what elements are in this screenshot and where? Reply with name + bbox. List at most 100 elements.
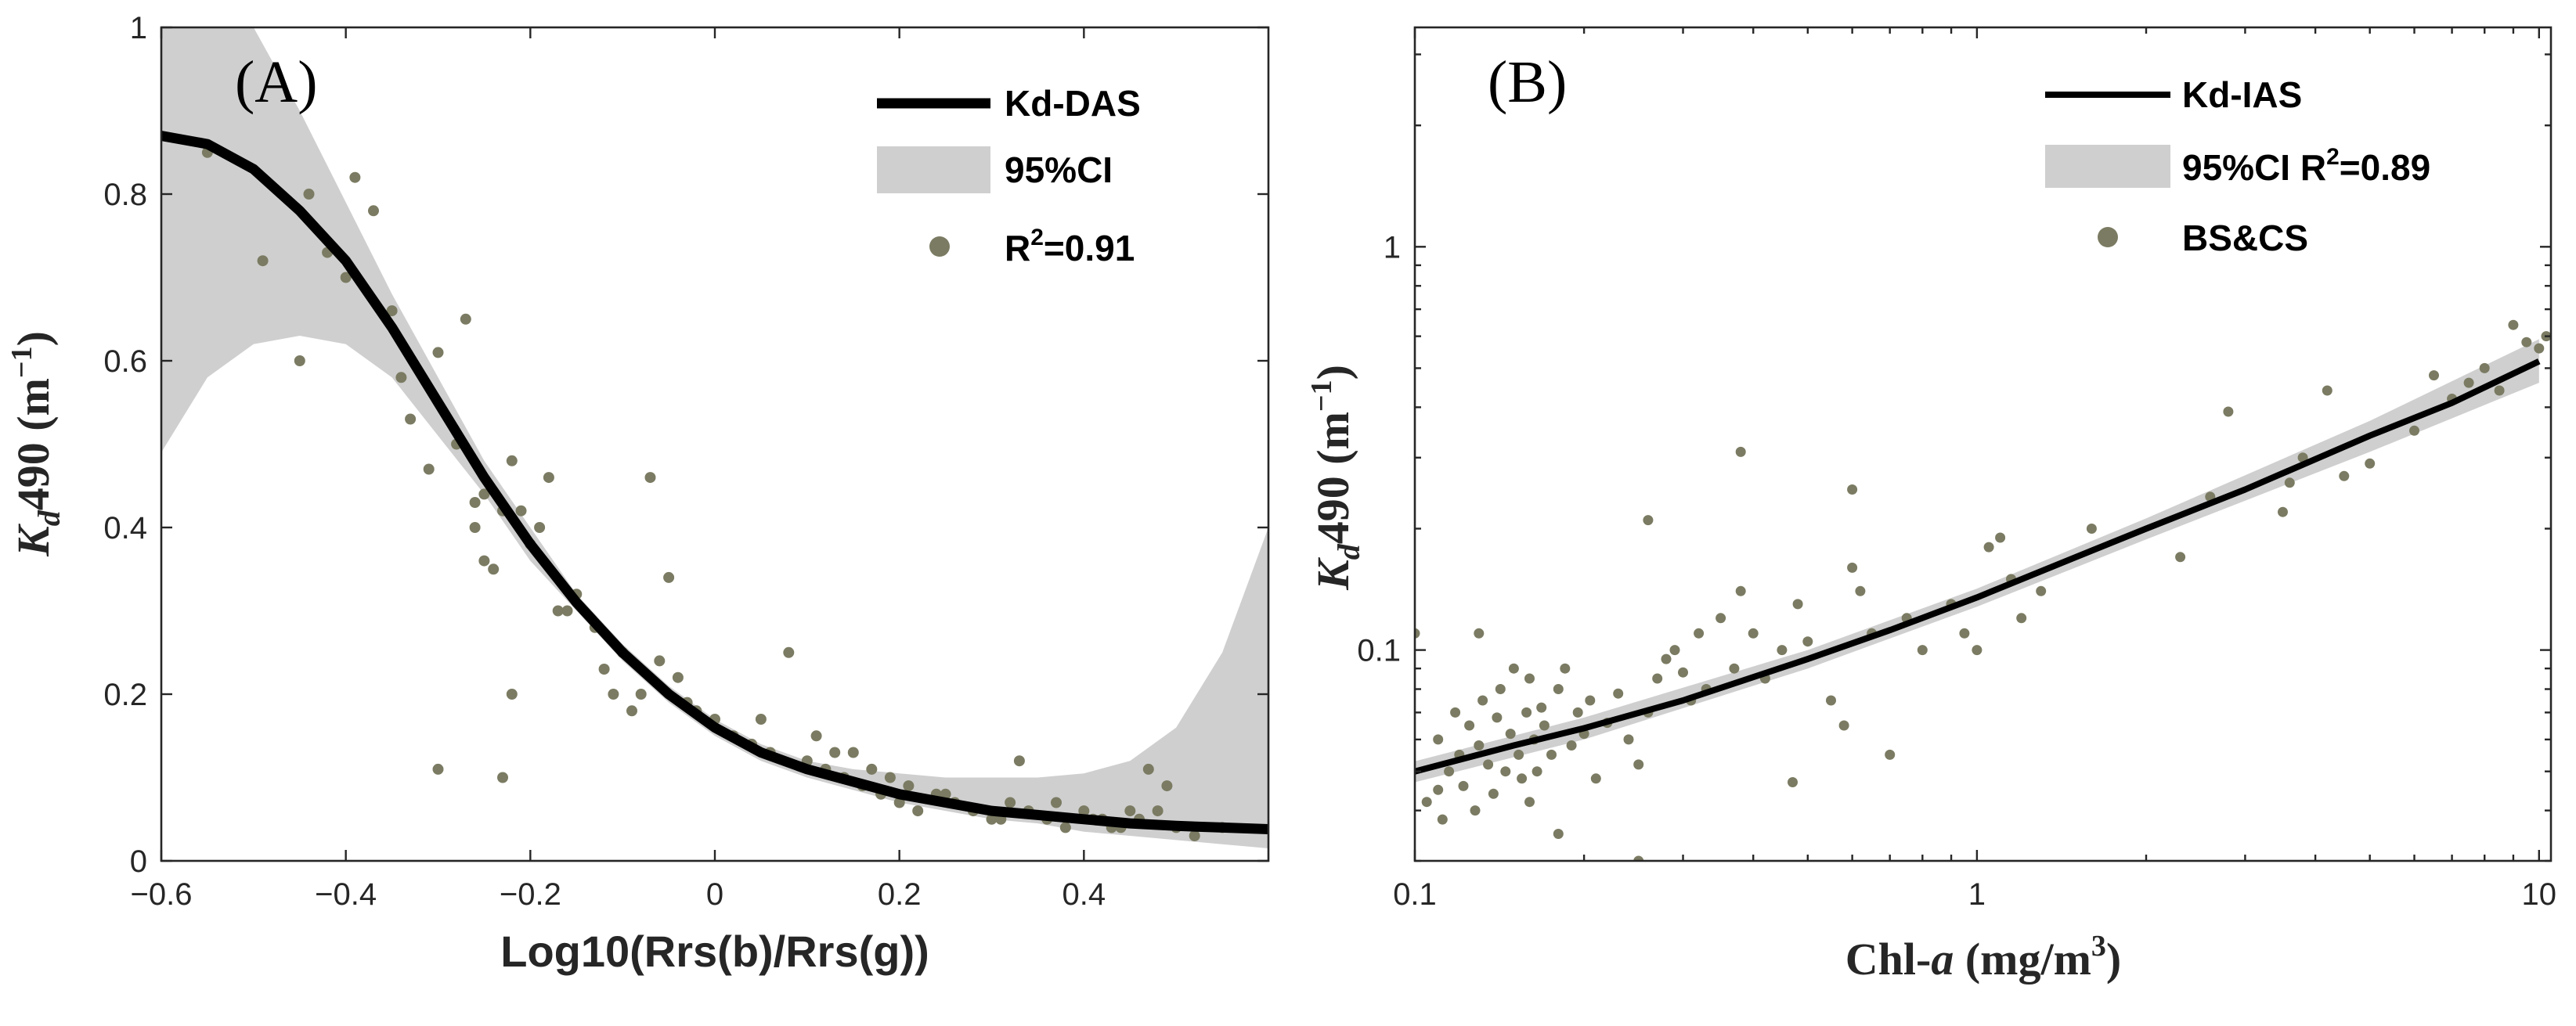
y-tick-label: 0.4 bbox=[103, 511, 147, 545]
y-tick-label: 0.6 bbox=[103, 344, 147, 379]
panel-a-data-point bbox=[340, 272, 352, 283]
panel-b-data-point bbox=[1553, 829, 1564, 839]
panel-b-data-point bbox=[1735, 446, 1746, 457]
panel-b-data-point bbox=[1802, 636, 1813, 647]
panel-a-legend-point-swatch bbox=[929, 236, 950, 257]
panel-b-data-point bbox=[1995, 532, 2006, 543]
panel-b-data-point bbox=[2322, 385, 2332, 396]
panel-b-data-point bbox=[1788, 777, 1798, 787]
panel-b-data-point bbox=[1495, 684, 1506, 694]
panel-b-data-point bbox=[1524, 673, 1535, 684]
panel-a-data-point bbox=[903, 780, 915, 792]
x-tick-label: 10 bbox=[2522, 877, 2557, 912]
panel-a-data-point bbox=[303, 189, 315, 200]
panel-a-data-point bbox=[1005, 797, 1016, 808]
panel-b-data-point bbox=[1524, 797, 1535, 808]
panel-a-data-point bbox=[810, 730, 822, 742]
x-tick-label: −0.4 bbox=[315, 877, 377, 912]
panel-a-data-point bbox=[986, 813, 998, 825]
panel-b-data-point bbox=[1560, 663, 1571, 674]
panel-b-axes-frame bbox=[1413, 26, 2553, 862]
panel-b-data-point bbox=[1566, 740, 1577, 751]
panel-b-data-point bbox=[1661, 653, 1672, 664]
panel-b-data-point bbox=[1513, 749, 1524, 760]
panel-b-data-point bbox=[1492, 712, 1503, 723]
panel-a-x-axis-label: Log10(Rrs(b)/Rrs(g)) bbox=[500, 927, 929, 976]
panel-b-data-point bbox=[1483, 759, 1494, 770]
panel-a-data-point bbox=[478, 555, 490, 567]
panel-b-data-point bbox=[1694, 628, 1705, 639]
panel-a-data-point bbox=[884, 772, 896, 783]
panel-b-data-point bbox=[1917, 645, 1928, 656]
panel-a-data-point bbox=[672, 671, 684, 683]
panel-b-data-point bbox=[1669, 645, 1680, 656]
panel-a-data-point bbox=[515, 505, 527, 517]
panel-b-data-point bbox=[2086, 524, 2097, 534]
panel-a-legend-line-label: Kd-DAS bbox=[1005, 83, 1141, 124]
panel-b-data-point bbox=[1464, 720, 1475, 731]
panel-b-data-point bbox=[1421, 797, 1432, 808]
panel-a-data-point bbox=[1078, 805, 1090, 817]
panel-b-legend: Kd-IAS 95%CI R2=0.89 BS&CS bbox=[2045, 74, 2430, 258]
panel-b-data-point bbox=[2036, 585, 2047, 596]
panel-a-y-ticks: 0 0.2 0.4 0.6 0.8 1 bbox=[103, 11, 1268, 879]
panel-a-label: (A) bbox=[235, 49, 318, 115]
y-tick-label: 0.1 bbox=[1357, 634, 1401, 668]
panel-a-data-point bbox=[663, 571, 675, 583]
panel-b-data-point bbox=[1826, 695, 1836, 706]
panel-a-legend: Kd-DAS 95%CI R2=0.91 bbox=[877, 83, 1141, 268]
panel-a-data-point bbox=[257, 255, 269, 267]
panel-b-data-point bbox=[1572, 707, 1583, 718]
panel-b-data-point bbox=[1539, 720, 1550, 731]
panel-b-data-point bbox=[2409, 425, 2419, 436]
panel-b-data-point bbox=[1477, 695, 1488, 706]
panel-b-data-point bbox=[1508, 663, 1519, 674]
panel-b-legend-point-swatch bbox=[2098, 227, 2118, 247]
panel-a-data-point bbox=[506, 689, 518, 700]
x-tick-label: 0 bbox=[706, 877, 723, 912]
panel-a-data-point bbox=[847, 747, 859, 758]
panel-a-data-point bbox=[506, 455, 518, 466]
panel-b-data-point bbox=[1613, 688, 1624, 699]
panel-b-data-point bbox=[1444, 766, 1455, 777]
x-tick-label: 0.2 bbox=[878, 877, 922, 912]
panel-a-ci-band bbox=[161, 27, 1268, 848]
panel-b-data-point bbox=[1678, 667, 1688, 678]
panel-b-data-point bbox=[1553, 684, 1564, 694]
panel-a-data-point bbox=[1189, 830, 1200, 841]
panel-b-chart: 0.1 1 10 0.11 (B) Kd-IAS 95%CI R2=0.89 BS&… bbox=[1305, 26, 2556, 985]
panel-b-data-point bbox=[1521, 707, 1532, 718]
panel-b-data-point bbox=[1474, 628, 1485, 639]
panel-a-points bbox=[201, 146, 1228, 841]
panel-a-data-point bbox=[561, 605, 573, 617]
panel-b-data-point bbox=[1585, 695, 1596, 706]
x-tick-label: 0.4 bbox=[1063, 877, 1106, 912]
panel-b-data-point bbox=[1474, 740, 1485, 751]
panel-a-data-point bbox=[488, 563, 500, 575]
panel-a-data-point bbox=[469, 522, 481, 533]
panel-a-legend-band-label: 95%CI bbox=[1005, 149, 1113, 190]
panel-b-data-point bbox=[1517, 773, 1528, 784]
panel-a-data-point bbox=[349, 171, 361, 183]
panel-b-data-point bbox=[1470, 805, 1481, 816]
panel-b-data-point bbox=[1536, 702, 1547, 713]
panel-b-y-ticks: 0.11 bbox=[1357, 53, 2551, 862]
panel-a-data-point bbox=[644, 472, 656, 484]
panel-b-x-ticks: 0.1 1 10 bbox=[1393, 27, 2556, 912]
panel-a-data-point bbox=[598, 664, 610, 675]
panel-a-data-point bbox=[654, 655, 666, 667]
panel-b-data-point bbox=[2175, 552, 2186, 563]
panel-a-data-point bbox=[635, 689, 647, 700]
panel-b-data-point bbox=[2521, 337, 2532, 347]
panel-a-fit-line bbox=[161, 131, 1268, 834]
panel-b-data-point bbox=[2339, 470, 2350, 481]
x-tick-label: 0.1 bbox=[1393, 877, 1437, 912]
panel-b-data-point bbox=[1623, 734, 1634, 745]
panel-a-data-point bbox=[543, 472, 554, 484]
panel-b-data-point bbox=[1855, 585, 1866, 596]
panel-a-data-point bbox=[386, 305, 398, 317]
panel-b-data-point bbox=[1633, 759, 1644, 770]
panel-b-data-point bbox=[1546, 749, 1557, 760]
panel-b-data-point bbox=[1415, 628, 1420, 639]
panel-b-data-point bbox=[2284, 477, 2295, 488]
